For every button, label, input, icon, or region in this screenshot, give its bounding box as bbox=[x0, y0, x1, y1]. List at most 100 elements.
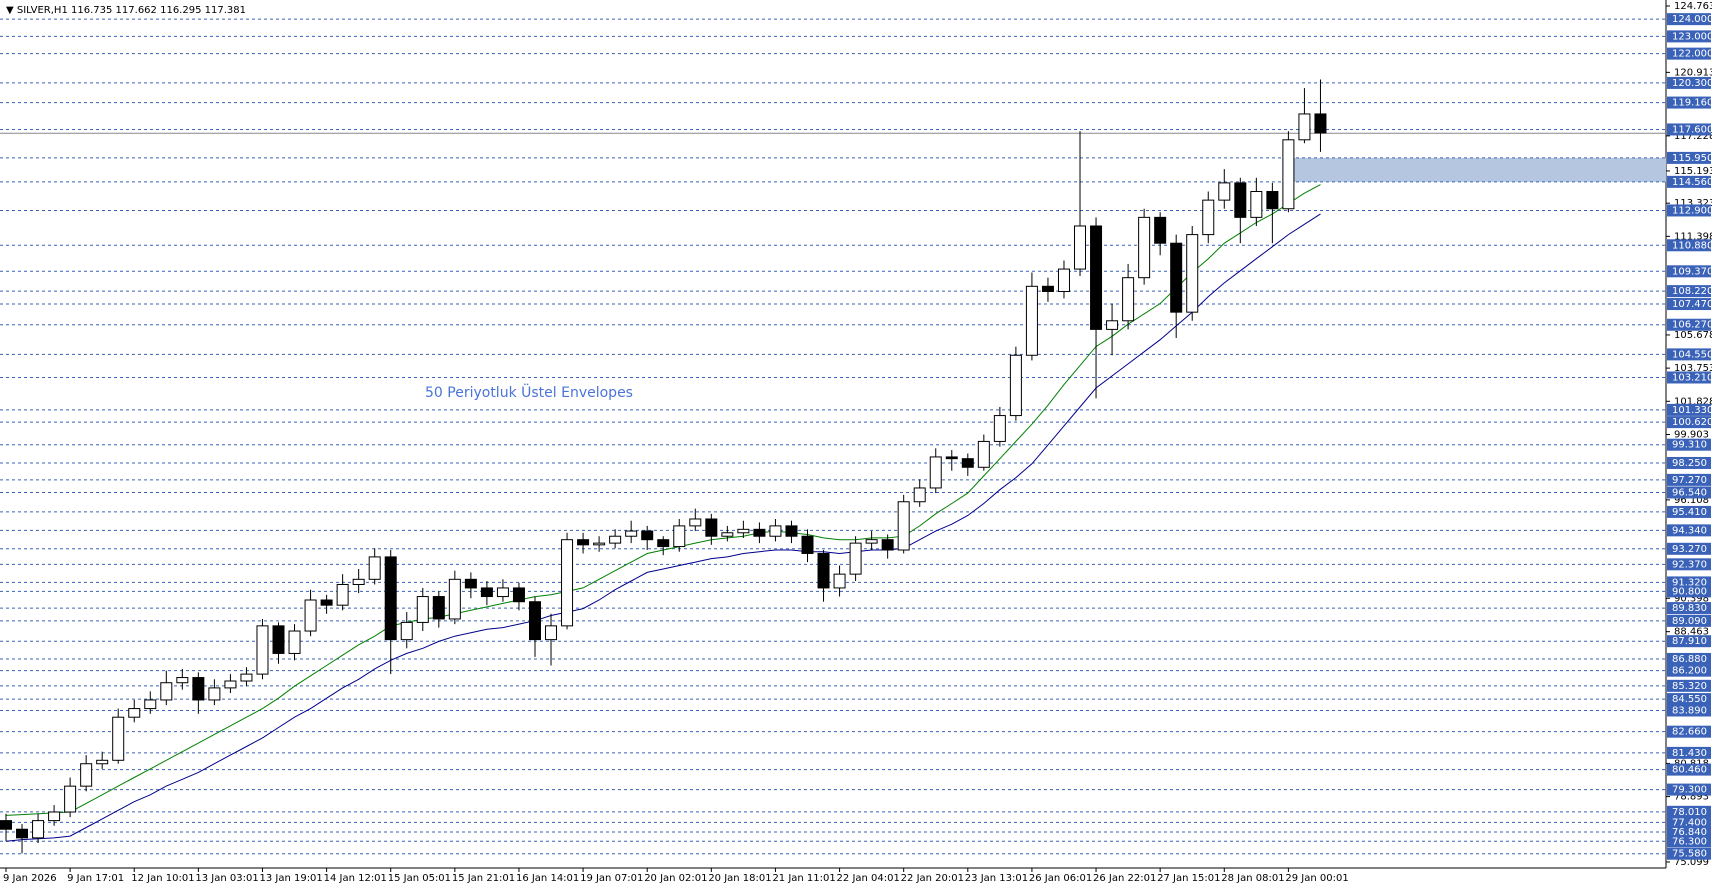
level-label: 82.660 bbox=[1672, 727, 1707, 738]
y-tick-label: 99.903 bbox=[1674, 429, 1709, 440]
level-label: 89.090 bbox=[1672, 616, 1707, 627]
candle-body bbox=[1025, 285, 1038, 356]
level-label-bg bbox=[1667, 825, 1711, 838]
x-tick-label: 28 Jan 08:01 bbox=[1221, 873, 1284, 884]
candle-body bbox=[1250, 191, 1263, 218]
level-label: 94.340 bbox=[1672, 525, 1707, 536]
level-label: 83.890 bbox=[1672, 705, 1707, 716]
candle-body bbox=[512, 587, 525, 603]
level-label: 107.470 bbox=[1672, 299, 1712, 310]
level-label-bg bbox=[1667, 318, 1711, 331]
candle-body bbox=[192, 677, 205, 701]
candle-body bbox=[80, 763, 93, 787]
candle-body bbox=[1266, 191, 1279, 210]
candle-body bbox=[961, 458, 974, 468]
candle-body bbox=[1122, 277, 1135, 322]
y-tick-label: 88.463 bbox=[1674, 627, 1709, 638]
y-tick-label: 101.828 bbox=[1674, 396, 1712, 407]
candle-body bbox=[1298, 113, 1311, 141]
level-label: 85.320 bbox=[1672, 681, 1707, 692]
level-label: 123.000 bbox=[1672, 31, 1712, 42]
level-label-bg bbox=[1667, 763, 1711, 776]
y-tick-label: 103.753 bbox=[1674, 363, 1712, 374]
level-label-bg bbox=[1667, 76, 1711, 89]
level-label: 110.880 bbox=[1672, 240, 1712, 251]
candle-body bbox=[689, 518, 702, 527]
level-label: 114.560 bbox=[1672, 177, 1712, 188]
y-tick-label: 78.893 bbox=[1674, 792, 1709, 803]
candle-body bbox=[256, 625, 269, 675]
candle-body bbox=[368, 556, 381, 580]
candle-body bbox=[769, 525, 782, 537]
x-tick-label: 9 Jan 17:01 bbox=[67, 873, 124, 884]
level-label-bg bbox=[1667, 783, 1711, 796]
level-layer bbox=[0, 18, 1666, 855]
annotation: 50 Periyotluk Üstel Envelopes bbox=[425, 383, 633, 401]
candle-body bbox=[1234, 182, 1247, 218]
candle-body bbox=[593, 542, 606, 546]
level-label: 84.550 bbox=[1672, 694, 1707, 705]
candle-body bbox=[1218, 182, 1231, 201]
level-label-bg bbox=[1667, 13, 1711, 26]
level-label-bg bbox=[1667, 679, 1711, 692]
candle-body bbox=[1154, 216, 1167, 244]
level-label-bg bbox=[1667, 664, 1711, 677]
x-tick-label: 26 Jan 22:01 bbox=[1093, 873, 1156, 884]
level-label-bg bbox=[1667, 693, 1711, 706]
level-label: 117.600 bbox=[1672, 124, 1712, 135]
x-tick-label: 22 Jan 04:01 bbox=[837, 873, 900, 884]
candle-body bbox=[288, 630, 301, 654]
candle-body bbox=[721, 532, 734, 537]
level-label-bg bbox=[1667, 285, 1711, 298]
candle-body bbox=[881, 539, 894, 551]
candle-body bbox=[1202, 199, 1215, 236]
candle-body bbox=[176, 677, 189, 684]
candle-body bbox=[785, 525, 798, 537]
level-label: 78.010 bbox=[1672, 807, 1707, 818]
level-label-bg bbox=[1667, 558, 1711, 571]
x-tick-label: 16 Jan 14:01 bbox=[516, 873, 579, 884]
level-label-bg bbox=[1667, 151, 1711, 164]
header-close: 117.381 bbox=[205, 5, 246, 16]
level-label: 103.210 bbox=[1672, 372, 1712, 383]
level-label: 90.800 bbox=[1672, 586, 1707, 597]
level-label: 86.880 bbox=[1672, 654, 1707, 665]
level-label-bg bbox=[1667, 614, 1711, 627]
x-tick-label: 15 Jan 05:01 bbox=[388, 873, 451, 884]
candle-body bbox=[1009, 354, 1022, 417]
label-layer: 124.763 120.913 117.228 115.193 113.323 111.3… bbox=[3, 1, 1712, 884]
x-tick-label: 23 Jan 13:01 bbox=[965, 873, 1028, 884]
candle-body bbox=[64, 785, 77, 813]
level-label-bg bbox=[1667, 204, 1711, 217]
candle-body bbox=[432, 596, 445, 620]
level-label-bg bbox=[1667, 816, 1711, 829]
candle-body bbox=[849, 542, 862, 575]
level-label: 79.300 bbox=[1672, 785, 1707, 796]
level-label: 89.830 bbox=[1672, 603, 1707, 614]
candle-body bbox=[545, 625, 558, 641]
candle-body bbox=[1074, 225, 1087, 270]
level-label-bg bbox=[1667, 403, 1711, 416]
candle-body bbox=[865, 539, 878, 544]
level-label-bg bbox=[1667, 239, 1711, 252]
level-label: 75.580 bbox=[1672, 849, 1707, 860]
x-tick-label: 14 Jan 12:01 bbox=[324, 873, 387, 884]
level-label: 108.220 bbox=[1672, 286, 1712, 297]
candle-body bbox=[1314, 113, 1327, 134]
level-label: 99.310 bbox=[1672, 440, 1707, 451]
x-tick-label: 20 Jan 02:01 bbox=[644, 873, 707, 884]
candle-body bbox=[32, 820, 45, 839]
candle-body bbox=[416, 596, 429, 623]
level-label-bg bbox=[1667, 847, 1711, 860]
level-label: 119.160 bbox=[1672, 98, 1712, 109]
level-label-bg bbox=[1667, 298, 1711, 311]
level-label: 76.300 bbox=[1672, 836, 1707, 847]
y-tick-label: 90.398 bbox=[1674, 593, 1709, 604]
level-label-bg bbox=[1667, 30, 1711, 43]
y-tick-label: 124.763 bbox=[1674, 1, 1712, 12]
level-label: 124.000 bbox=[1672, 14, 1712, 25]
level-label-bg bbox=[1667, 438, 1711, 451]
level-label: 93.270 bbox=[1672, 544, 1707, 555]
level-label: 120.300 bbox=[1672, 78, 1712, 89]
